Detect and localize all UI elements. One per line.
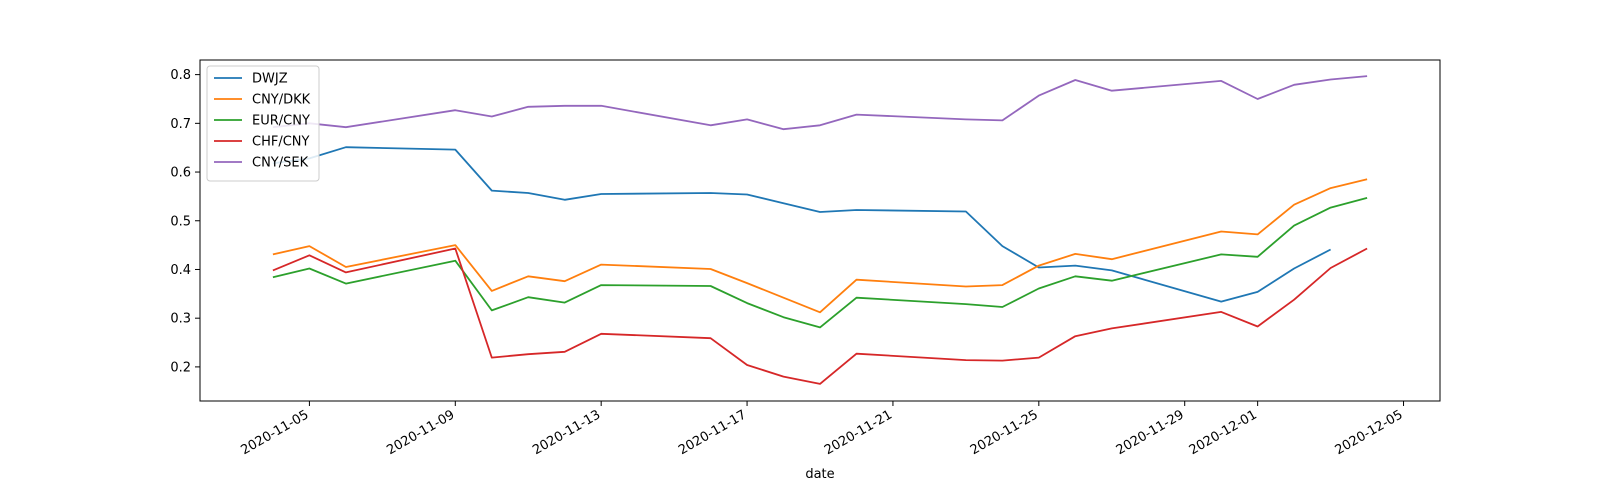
y-axis: 0.2 0.3 0.4 0.5 0.6 0.7 0.8 — [170, 68, 200, 375]
series-line-3 — [272, 247, 1368, 385]
legend-label: CNY/DKK — [252, 93, 311, 108]
legend-label: CHF/CNY — [252, 135, 310, 150]
y-tick-label: 0.8 — [170, 68, 191, 83]
legend-label: DWJZ — [252, 72, 288, 87]
series-line-0 — [272, 146, 1332, 303]
legend-box — [206, 65, 320, 182]
series-line-1 — [272, 178, 1368, 314]
series-line-4 — [272, 75, 1368, 131]
y-tick-label: 0.6 — [170, 166, 191, 181]
legend: DWJZ CNY/DKK EUR/CNY CHF/CNY CNY/SEK — [206, 65, 320, 182]
series-line-2 — [272, 197, 1368, 329]
y-tick-label: 0.5 — [170, 214, 191, 229]
y-tick-label: 0.3 — [170, 312, 191, 327]
x-axis-label: date — [805, 467, 834, 482]
legend-label: EUR/CNY — [252, 114, 310, 129]
y-tick-label: 0.2 — [170, 360, 191, 375]
y-tick-label: 0.4 — [170, 263, 191, 278]
y-tick-label: 0.7 — [170, 117, 191, 132]
series-layer — [272, 75, 1368, 385]
plot-frame — [199, 59, 1441, 402]
legend-label: CNY/SEK — [252, 156, 309, 171]
